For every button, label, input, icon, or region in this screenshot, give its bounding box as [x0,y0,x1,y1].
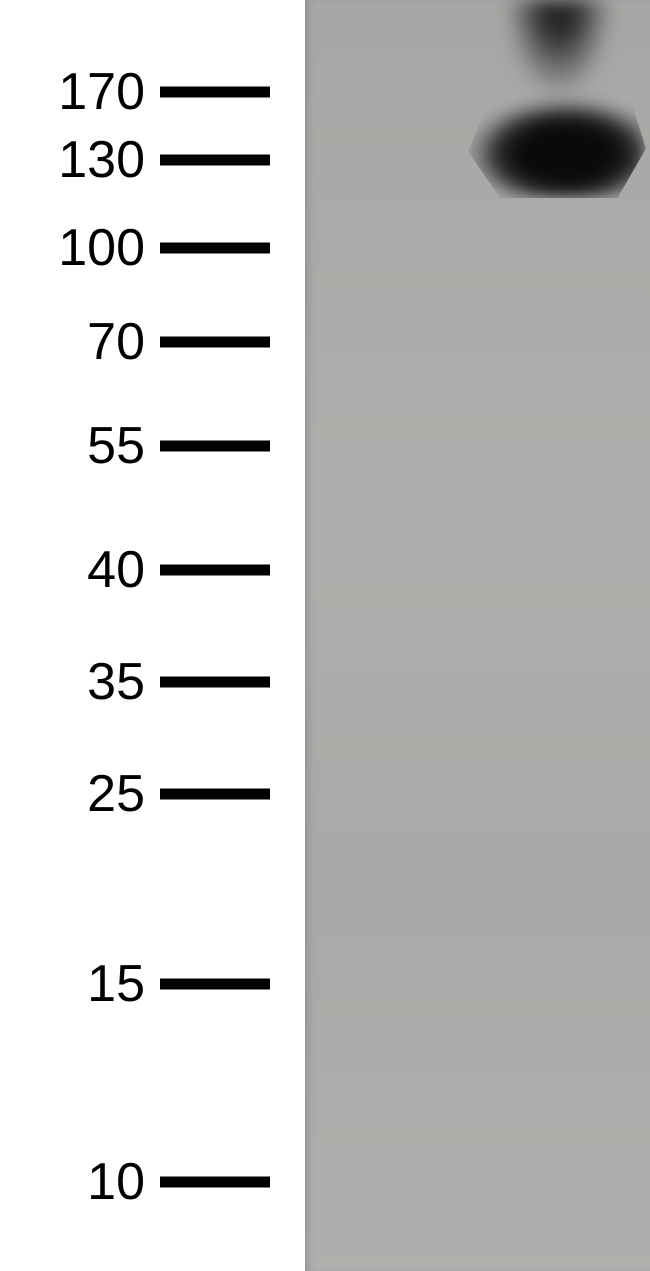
western-blot-figure: 170 130 100 70 55 40 35 25 15 10 [0,0,650,1271]
mw-tick-25 [160,789,270,800]
band-main [468,88,646,198]
mw-tick-10 [160,1177,270,1188]
mw-label-10: 10 [87,1152,145,1212]
mw-label-70: 70 [87,312,145,372]
mw-label-170: 170 [58,62,145,122]
mw-tick-55 [160,441,270,452]
mw-label-15: 15 [87,954,145,1014]
mw-label-130: 130 [58,130,145,190]
mw-label-25: 25 [87,764,145,824]
mw-tick-40 [160,565,270,576]
mw-label-100: 100 [58,218,145,278]
mw-tick-70 [160,337,270,348]
mw-label-40: 40 [87,540,145,600]
mw-label-35: 35 [87,652,145,712]
mw-tick-100 [160,243,270,254]
mw-tick-15 [160,979,270,990]
mw-label-55: 55 [87,416,145,476]
mw-tick-170 [160,87,270,98]
mw-tick-35 [160,677,270,688]
mw-tick-130 [160,155,270,166]
